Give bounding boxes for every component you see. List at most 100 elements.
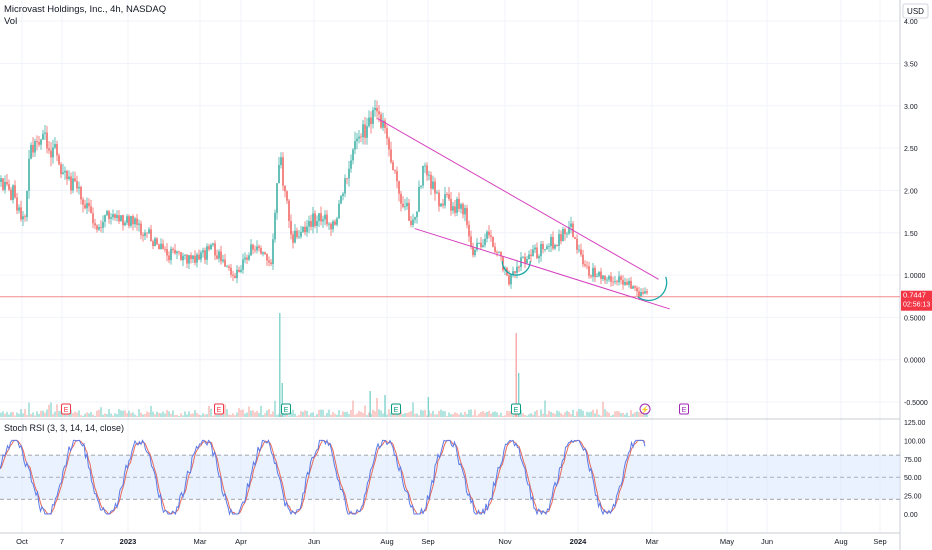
volume-bar <box>152 411 154 417</box>
candle <box>322 215 324 229</box>
candle <box>566 231 568 239</box>
candle <box>270 259 272 267</box>
volume-bar <box>104 413 106 417</box>
earnings-marker[interactable]: E <box>391 403 401 415</box>
earnings-marker[interactable]: E <box>281 403 291 415</box>
candle <box>494 242 496 253</box>
volume-bar <box>168 411 170 417</box>
volume-bar <box>480 411 482 417</box>
upper-trendline[interactable] <box>377 118 659 280</box>
dividend-marker[interactable]: ⚡ <box>639 403 651 415</box>
candle <box>76 175 78 193</box>
candle <box>512 266 514 278</box>
volume-bar <box>550 411 552 417</box>
candle <box>258 244 260 252</box>
currency-button[interactable] <box>902 3 929 19</box>
candle <box>238 266 240 273</box>
candle <box>124 220 126 227</box>
volume-bar <box>128 410 130 417</box>
candle <box>630 276 632 290</box>
price-tick-label: 1.0000 <box>904 273 926 280</box>
candle <box>260 245 262 255</box>
candle <box>412 213 414 228</box>
candle <box>82 197 84 213</box>
candle <box>264 251 266 255</box>
candle <box>516 261 518 279</box>
volume-bar <box>184 411 186 417</box>
volume-bar <box>506 410 508 417</box>
candle <box>234 272 236 279</box>
volume-bar <box>586 411 588 417</box>
volume-bar <box>512 415 514 417</box>
candle <box>30 142 32 160</box>
earnings-marker[interactable]: E <box>214 403 224 415</box>
volume-bar <box>496 412 498 417</box>
candle <box>590 274 592 279</box>
volume-bar <box>538 415 540 417</box>
chart-drawings[interactable] <box>377 118 670 310</box>
candle <box>646 288 648 295</box>
cup-arc-left[interactable] <box>501 261 531 276</box>
candle <box>600 267 602 284</box>
volume-bar <box>552 413 554 417</box>
volume-bar <box>462 414 464 417</box>
volume-bar <box>88 413 90 417</box>
volume-bar <box>510 410 512 417</box>
candle <box>32 137 34 158</box>
volume-bar <box>116 414 118 417</box>
candle <box>208 243 210 252</box>
volume-bar <box>410 411 412 417</box>
candle <box>190 252 192 264</box>
volume-bar <box>2 411 4 417</box>
volume-bar <box>132 412 134 417</box>
volume-bar <box>188 411 190 417</box>
volume-bar <box>182 415 184 417</box>
time-tick-label: May <box>720 537 734 546</box>
lower-trendline[interactable] <box>414 228 670 310</box>
cup-arc-right[interactable] <box>637 276 668 302</box>
volume-bar <box>18 413 20 417</box>
candle <box>122 214 124 231</box>
candle <box>162 239 164 250</box>
candle <box>482 239 484 248</box>
volume-bar <box>438 410 440 417</box>
candle <box>602 275 604 282</box>
volume-bar <box>136 415 138 417</box>
candle <box>158 243 160 250</box>
volume-bar <box>212 415 214 417</box>
candle <box>326 210 328 227</box>
volume-bar <box>54 411 56 417</box>
candle <box>74 171 76 183</box>
candle <box>344 174 346 198</box>
candle <box>624 277 626 287</box>
volume-bar <box>358 411 360 417</box>
candle <box>556 244 558 247</box>
candle <box>136 213 138 231</box>
candle <box>434 177 436 201</box>
earnings-markers[interactable]: E E E E E ⚡ E <box>61 403 689 415</box>
candle <box>262 251 264 257</box>
volume-bar <box>236 412 238 417</box>
price-axis[interactable]: 4.00 3.50 3.00 2.50 2.00 1.50 1.0000 0.5000 0.00… <box>904 19 928 407</box>
candle <box>396 166 398 189</box>
volume-bar <box>92 414 94 417</box>
candle <box>230 263 232 278</box>
earnings-marker[interactable]: E <box>511 403 521 415</box>
volume-bar <box>560 413 562 417</box>
volume-bar <box>340 414 342 417</box>
svg-text:02:56:13: 02:56:13 <box>903 302 930 309</box>
candle <box>342 191 344 201</box>
candle <box>24 214 26 222</box>
time-axis[interactable]: Oct 7 2023 Mar Apr Jun Aug Sep Nov 2024 Mar May Jun A… <box>16 537 887 546</box>
candle <box>52 139 54 164</box>
candle <box>18 204 20 214</box>
earnings-marker[interactable]: E <box>679 403 689 415</box>
candle <box>618 271 620 286</box>
earnings-marker[interactable]: E <box>61 403 71 415</box>
volume-bar <box>98 409 100 417</box>
volume-bar <box>502 415 504 417</box>
volume-bar <box>106 414 108 417</box>
volume-bar <box>226 409 228 417</box>
svg-text:E: E <box>284 407 289 414</box>
